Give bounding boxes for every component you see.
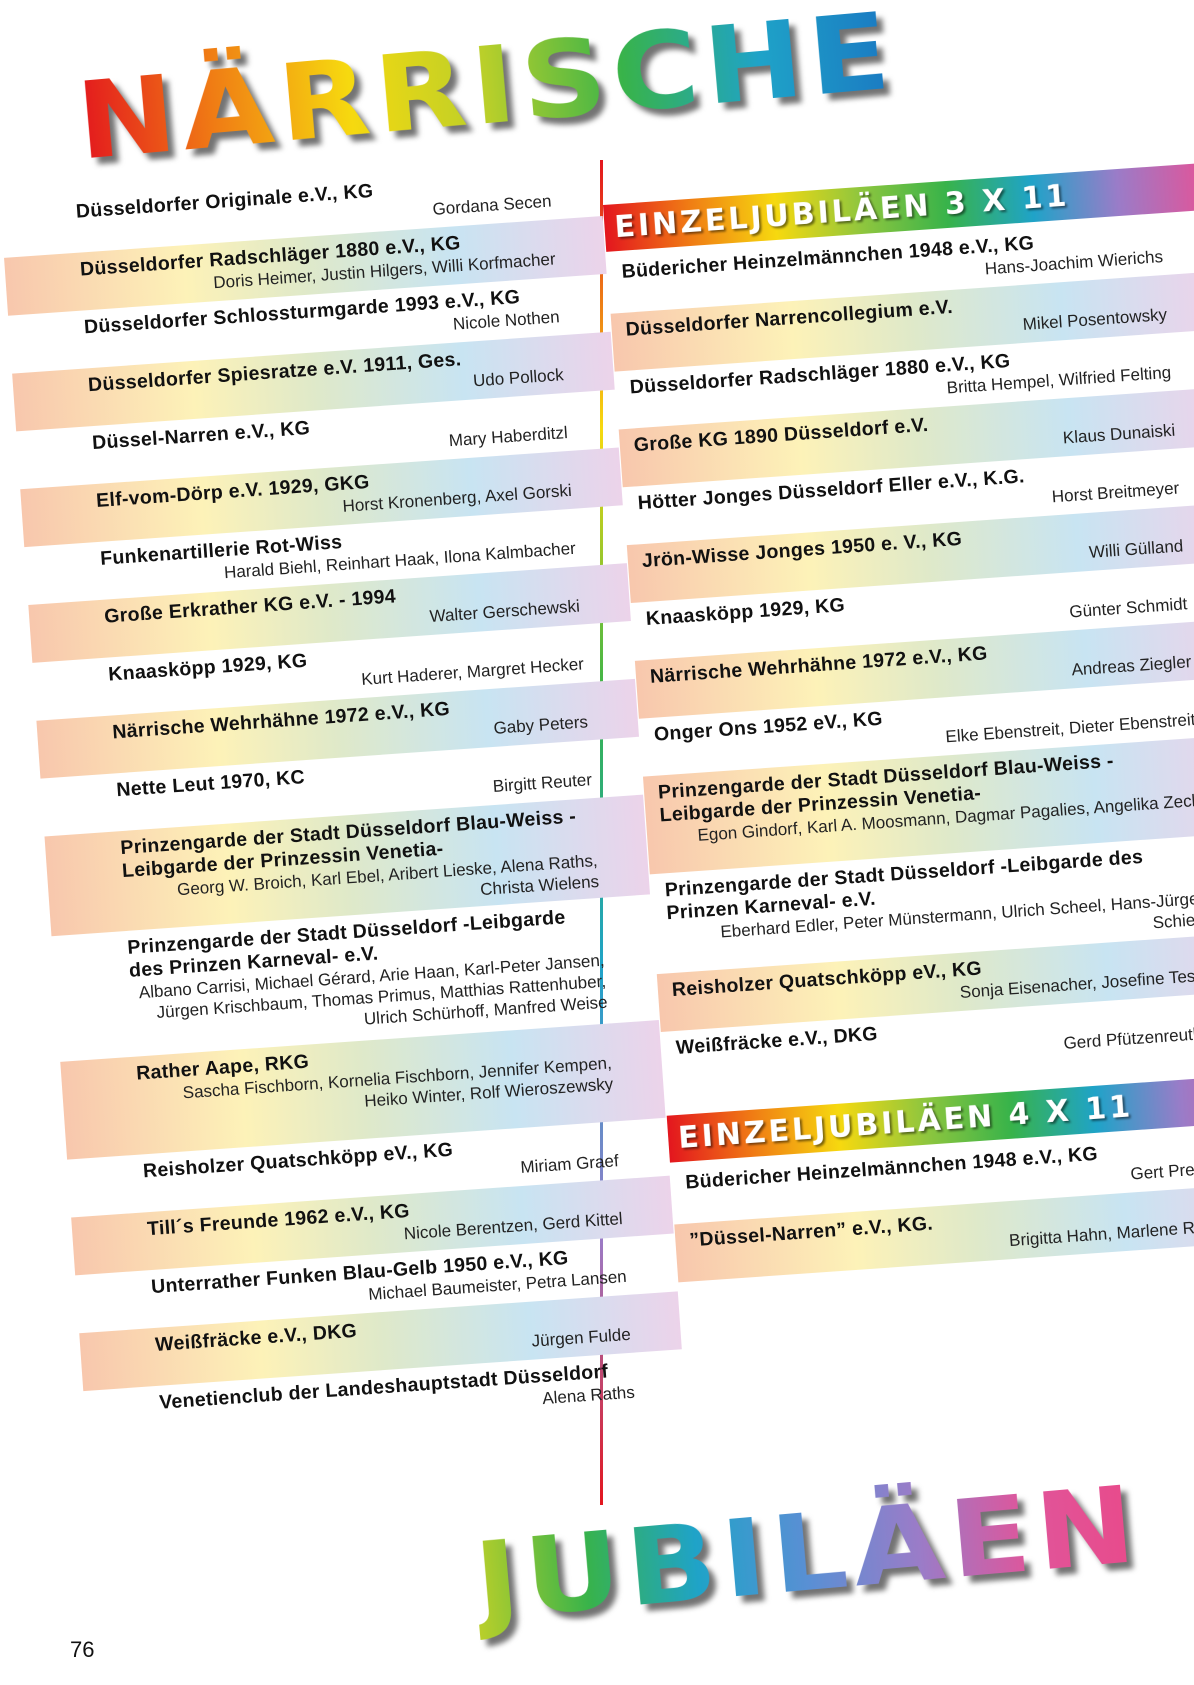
list-3x11: Büdericher Heinzelmännchen 1948 e.V., KG… <box>607 214 1194 1090</box>
title-top: NÄRRISCHE <box>72 0 900 184</box>
title-bottom: JUBILÄEN <box>470 1461 1146 1644</box>
left-column: Düsseldorfer Originale e.V., KG Gordana S… <box>0 158 686 1449</box>
right-column: EINZELJUBILÄEN 3 X 11 Büdericher Heinzel… <box>603 163 1194 1283</box>
page-number: 76 <box>70 1637 95 1662</box>
